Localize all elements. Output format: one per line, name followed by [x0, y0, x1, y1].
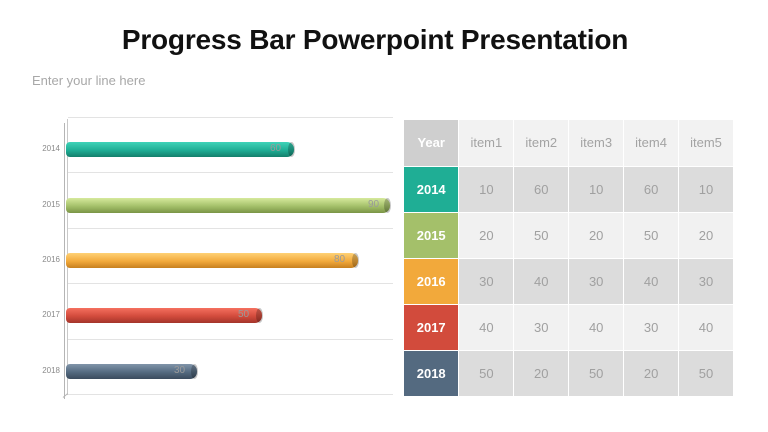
- table-cell: 60: [623, 166, 680, 213]
- table-header-item5: item5: [678, 120, 734, 167]
- table-cell: 40: [678, 304, 734, 351]
- row-year-2018: 2018: [404, 350, 460, 397]
- data-table: Year item1 item2 item3 item4 item5 2014 …: [404, 120, 734, 397]
- table-cell: 40: [623, 258, 680, 305]
- gridline: [68, 172, 393, 173]
- table-header-year: Year: [404, 120, 460, 167]
- table-cell: 10: [568, 166, 625, 213]
- row-year-2016: 2016: [404, 258, 460, 305]
- table-cell: 40: [568, 304, 625, 351]
- bar-2015: [66, 198, 391, 213]
- table-cell: 20: [513, 350, 570, 397]
- table-row: 2017 40 30 40 30 40: [404, 304, 734, 351]
- table-header-item4: item4: [623, 120, 680, 167]
- table-header-row: Year item1 item2 item3 item4 item5: [404, 120, 734, 167]
- bar-value-label: 50: [238, 309, 250, 320]
- table-cell: 50: [458, 350, 515, 397]
- gridline: [68, 117, 393, 118]
- bar-value-label: 30: [174, 365, 186, 376]
- table-header-item1: item1: [458, 120, 515, 167]
- gridline: [68, 228, 393, 229]
- bar-value-label: 90: [368, 199, 380, 210]
- table-cell: 20: [568, 212, 625, 259]
- bar-row-2017: 2017 50: [30, 305, 395, 325]
- table-header-item2: item2: [513, 120, 570, 167]
- table-cell: 20: [458, 212, 515, 259]
- table-row: 2018 50 20 50 20 50: [404, 350, 734, 397]
- gridline: [68, 283, 393, 284]
- bar-2018: [66, 364, 198, 379]
- table-cell: 30: [678, 258, 734, 305]
- table-cell: 30: [513, 304, 570, 351]
- bar-year-label: 2018: [42, 366, 60, 375]
- table-row: 2016 30 40 30 40 30: [404, 258, 734, 305]
- gridline: [68, 339, 393, 340]
- table-cell: 60: [513, 166, 570, 213]
- row-year-2017: 2017: [404, 304, 460, 351]
- bar-year-label: 2017: [42, 310, 60, 319]
- table-cell: 50: [513, 212, 570, 259]
- bar-row-2016: 2016 80: [30, 250, 395, 270]
- table-cell: 50: [678, 350, 734, 397]
- table-cell: 50: [623, 212, 680, 259]
- table-cell: 20: [623, 350, 680, 397]
- bar-year-label: 2015: [42, 200, 60, 209]
- bar-row-2015: 2015 90: [30, 195, 395, 215]
- table-row: 2015 20 50 20 50 20: [404, 212, 734, 259]
- bar-row-2014: 2014 60: [30, 139, 395, 159]
- table-cell: 40: [458, 304, 515, 351]
- table-cell: 50: [568, 350, 625, 397]
- bar-2017: [66, 308, 263, 323]
- bar-year-label: 2016: [42, 255, 60, 264]
- bar-2016: [66, 253, 359, 268]
- progress-bar-chart: 2014 60 2015 90 2016 80 2017 50 2018 30: [30, 115, 395, 405]
- table-cell: 30: [458, 258, 515, 305]
- axis-front-line: [64, 123, 65, 399]
- row-year-2014: 2014: [404, 166, 460, 213]
- bar-row-2018: 2018 30: [30, 361, 395, 381]
- bar-value-label: 60: [270, 143, 282, 154]
- bar-year-label: 2014: [42, 144, 60, 153]
- bar-2014: [66, 142, 295, 157]
- table-cell: 30: [623, 304, 680, 351]
- row-year-2015: 2015: [404, 212, 460, 259]
- table-row: 2014 10 60 10 60 10: [404, 166, 734, 213]
- table-cell: 10: [458, 166, 515, 213]
- table-cell: 40: [513, 258, 570, 305]
- table-header-item3: item3: [568, 120, 625, 167]
- gridline: [68, 394, 393, 395]
- table-cell: 10: [678, 166, 734, 213]
- bar-value-label: 80: [334, 254, 346, 265]
- page-title: Progress Bar Powerpoint Presentation: [121, 24, 629, 55]
- table-cell: 20: [678, 212, 734, 259]
- table-cell: 30: [568, 258, 625, 305]
- subtitle-placeholder[interactable]: Enter your line here: [32, 73, 146, 88]
